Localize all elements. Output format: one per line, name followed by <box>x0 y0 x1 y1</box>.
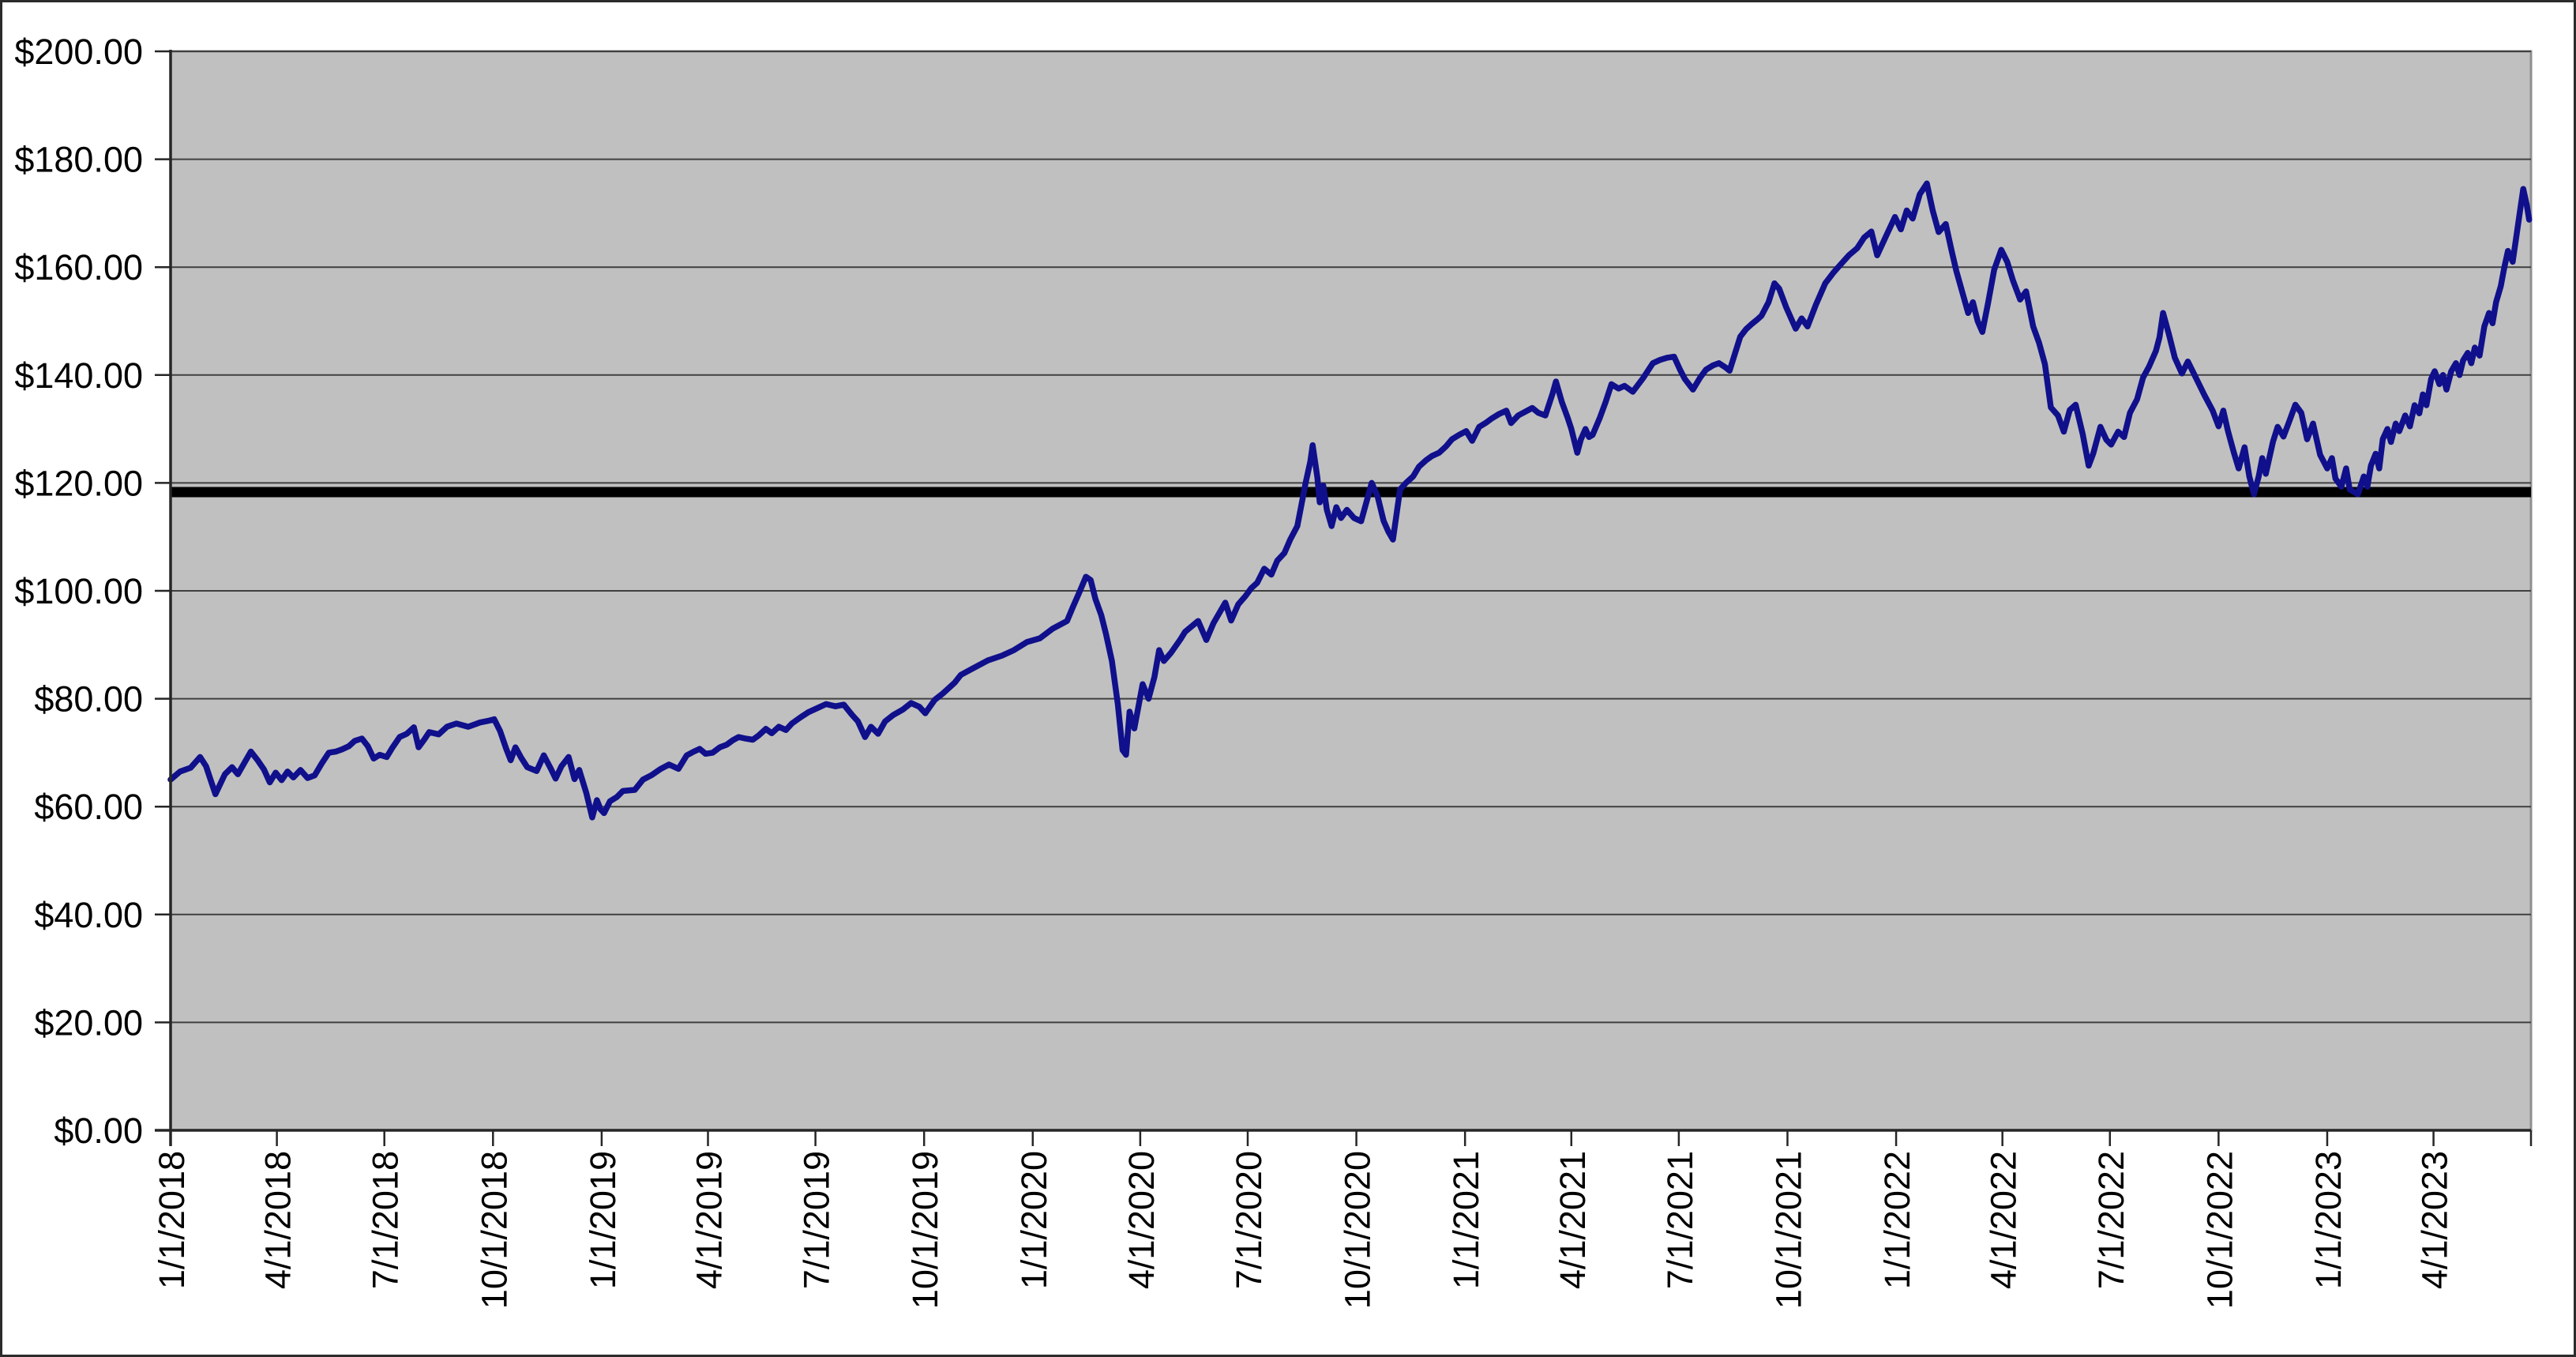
y-axis-label: $180.00 <box>14 140 143 180</box>
y-axis-label: $200.00 <box>14 32 143 72</box>
x-axis-label: 4/1/2020 <box>1121 1151 1162 1289</box>
x-axis-label: 10/1/2018 <box>474 1151 514 1309</box>
y-axis-label: $20.00 <box>34 1002 143 1043</box>
x-axis-label: 4/1/2021 <box>1553 1151 1593 1289</box>
x-axis-label: 7/1/2020 <box>1229 1151 1269 1289</box>
x-axis-label: 1/1/2020 <box>1014 1151 1054 1289</box>
y-axis-label: $40.00 <box>34 895 143 935</box>
y-axis-label: $120.00 <box>14 463 143 503</box>
x-axis-label: 1/1/2018 <box>152 1151 192 1289</box>
x-axis-label: 4/1/2019 <box>689 1151 729 1289</box>
x-axis-label: 7/1/2018 <box>366 1151 406 1289</box>
x-axis-label: 1/1/2019 <box>583 1151 623 1289</box>
y-axis-label: $0.00 <box>54 1111 143 1151</box>
y-axis-label: $100.00 <box>14 571 143 611</box>
x-axis-label: 4/1/2018 <box>258 1151 299 1289</box>
x-axis-label: 4/1/2023 <box>2415 1151 2455 1289</box>
x-axis-labels: 1/1/2018 4/1/2018 7/1/2018 10/1/2018 1/1/201… <box>152 1151 2455 1309</box>
y-axis-label: $80.00 <box>34 679 143 720</box>
x-axis-label: 1/1/2023 <box>2308 1151 2349 1289</box>
x-axis-label: 7/1/2022 <box>2091 1151 2131 1289</box>
x-axis-label: 4/1/2022 <box>1984 1151 2024 1289</box>
y-axis-label: $140.00 <box>14 355 143 396</box>
x-axis-label: 1/1/2022 <box>1877 1151 1917 1289</box>
y-axis-label: $60.00 <box>34 787 143 827</box>
x-axis-label: 10/1/2021 <box>1768 1151 1808 1309</box>
x-axis-label: 1/1/2021 <box>1446 1151 1486 1289</box>
gridlines <box>171 51 2531 1024</box>
x-axis-label: 10/1/2020 <box>1338 1151 1378 1309</box>
price-line-layer <box>167 180 2533 821</box>
y-axis-label: $160.00 <box>14 247 143 288</box>
x-axis-label: 7/1/2021 <box>1660 1151 1700 1289</box>
x-axis-label: 7/1/2019 <box>797 1151 837 1289</box>
price-line <box>167 180 2533 821</box>
axes <box>155 50 2533 1146</box>
y-axis-labels: $0.00 $20.00 $40.00 $60.00 $80.00 $100.00 $120… <box>14 32 143 1151</box>
x-axis-label: 10/1/2019 <box>905 1151 945 1309</box>
x-axis-label: 10/1/2022 <box>2199 1151 2240 1309</box>
